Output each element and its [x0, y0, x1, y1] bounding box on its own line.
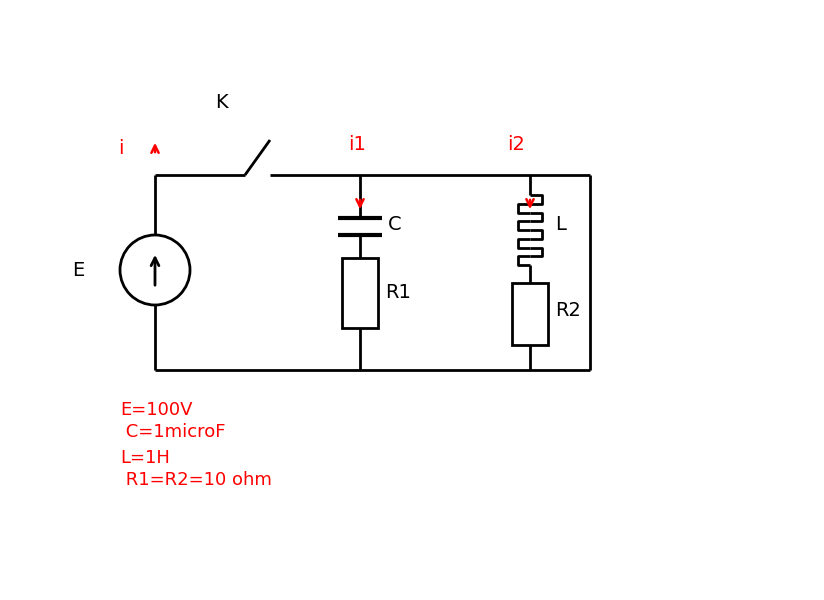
Bar — [512, 283, 548, 345]
Text: K: K — [215, 92, 227, 112]
Text: R1: R1 — [385, 283, 411, 302]
Text: i2: i2 — [507, 136, 525, 154]
Bar — [342, 258, 378, 328]
Text: E=100V: E=100V — [120, 401, 193, 419]
Text: L: L — [555, 215, 566, 235]
Text: C: C — [388, 215, 401, 235]
Text: i: i — [118, 139, 124, 157]
Text: R1=R2=10 ohm: R1=R2=10 ohm — [120, 471, 272, 489]
Text: C=1microF: C=1microF — [120, 423, 226, 441]
Text: R2: R2 — [555, 301, 581, 319]
Text: i1: i1 — [348, 136, 366, 154]
Text: L=1H: L=1H — [120, 449, 170, 467]
Text: E: E — [72, 260, 84, 280]
